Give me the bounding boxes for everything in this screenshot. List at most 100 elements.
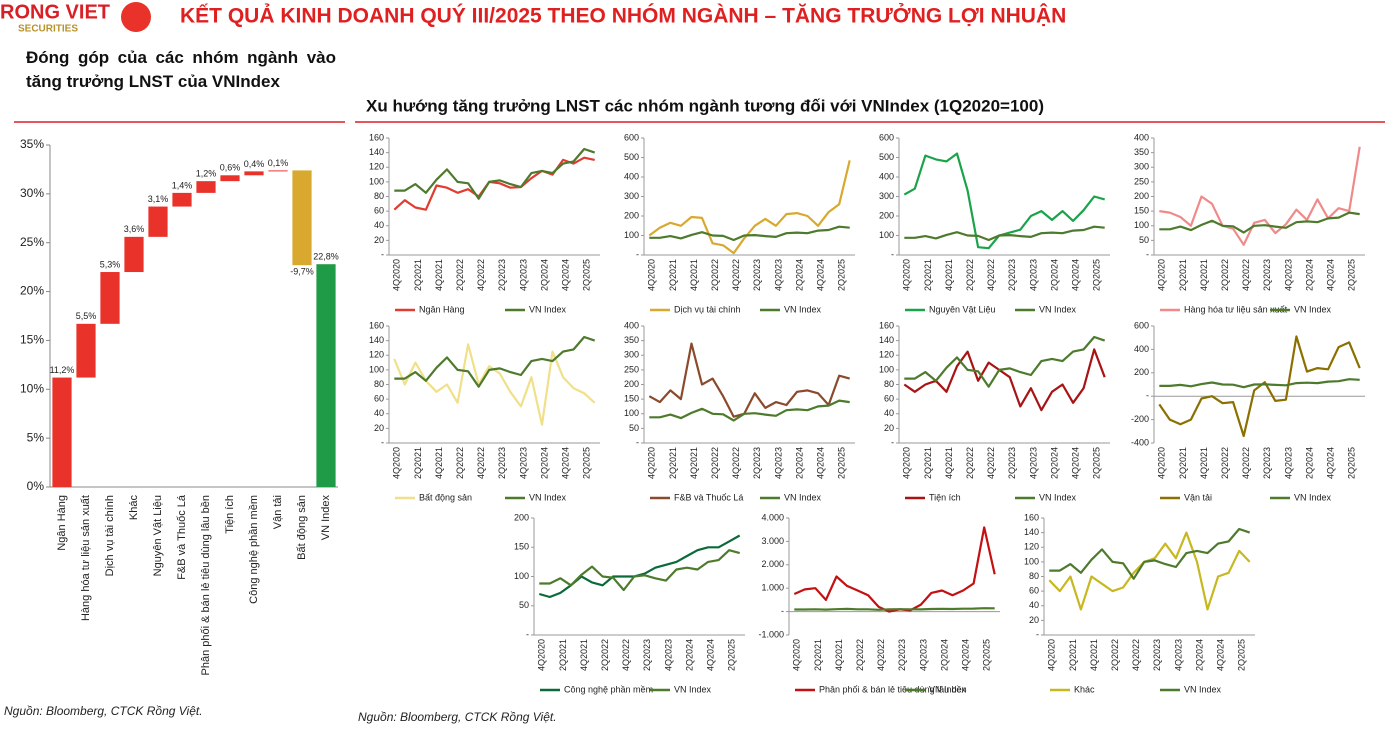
data-label: -9,7% bbox=[290, 267, 314, 277]
x-tick-label: 4Q2020 bbox=[1157, 259, 1167, 291]
y-tick-label: 120 bbox=[369, 162, 384, 172]
x-tick-label: 4Q2021 bbox=[434, 259, 444, 291]
x-tick-label: 4Q2024 bbox=[705, 639, 715, 671]
x-tick-label: 2Q2022 bbox=[710, 259, 720, 291]
x-tick-label: 2Q2021 bbox=[923, 259, 933, 291]
y-tick-label: 60 bbox=[884, 394, 894, 404]
y-tick-label: 200 bbox=[1134, 367, 1149, 377]
y-tick-label: 15% bbox=[20, 333, 44, 347]
y-tick-label: 40 bbox=[374, 220, 384, 230]
y-tick-label: 60 bbox=[374, 206, 384, 216]
x-tick-label: 2Q2023 bbox=[642, 639, 652, 671]
y-tick-label: 160 bbox=[1024, 512, 1039, 522]
legend-label: F&B và Thuốc Lá bbox=[674, 492, 743, 502]
y-tick-label: - bbox=[636, 249, 639, 259]
x-tick-label: 2Q2025 bbox=[1092, 447, 1102, 479]
y-tick-label: - bbox=[781, 606, 784, 616]
x-tick-label: 2Q2025 bbox=[982, 639, 992, 671]
x-tick-label: VN Index bbox=[320, 495, 332, 541]
x-tick-label: 2Q2022 bbox=[455, 447, 465, 479]
x-tick-label: 2Q2025 bbox=[1092, 259, 1102, 291]
y-tick-label: 140 bbox=[369, 147, 384, 157]
x-tick-label: 2Q2021 bbox=[1178, 447, 1188, 479]
x-tick-label: 2Q2021 bbox=[413, 447, 423, 479]
x-tick-label: 4Q2024 bbox=[1215, 639, 1225, 671]
y-tick-label: - bbox=[381, 249, 384, 259]
y-tick-label: 100 bbox=[1024, 556, 1039, 566]
x-tick-label: 4Q2022 bbox=[1241, 259, 1251, 291]
y-tick-label: 40 bbox=[884, 408, 894, 418]
legend-label: Ngân Hàng bbox=[419, 304, 465, 314]
x-tick-label: 4Q2020 bbox=[902, 447, 912, 479]
x-tick-label: 4Q2023 bbox=[1173, 639, 1183, 671]
x-tick-label: 2Q2024 bbox=[539, 259, 549, 291]
x-tick-label: 2Q2021 bbox=[1068, 639, 1078, 671]
legend-label: Dịch vụ tài chính bbox=[674, 304, 741, 314]
y-tick-label: 40 bbox=[1029, 600, 1039, 610]
series-line bbox=[648, 160, 851, 255]
x-tick-label: 2Q2023 bbox=[1007, 259, 1017, 291]
left-heading: Đóng góp của các nhóm ngành vào tăng trư… bbox=[26, 48, 336, 91]
y-tick-label: 100 bbox=[624, 230, 639, 240]
y-tick-label: 30% bbox=[20, 186, 44, 200]
y-tick-label: 500 bbox=[879, 152, 894, 162]
y-tick-label: - bbox=[891, 437, 894, 447]
bar bbox=[196, 181, 216, 193]
y-tick-label: - bbox=[1036, 629, 1039, 639]
x-tick-label: 2Q2022 bbox=[710, 447, 720, 479]
y-tick-label: 150 bbox=[624, 394, 639, 404]
series-line bbox=[648, 342, 850, 418]
y-tick-label: 120 bbox=[879, 350, 894, 360]
bar bbox=[76, 323, 96, 378]
series-line bbox=[538, 534, 741, 599]
x-tick-label: 4Q2020 bbox=[902, 259, 912, 291]
y-tick-label: 1.000 bbox=[761, 583, 784, 593]
x-tick-label: 4Q2020 bbox=[792, 639, 802, 671]
y-tick-label: 200 bbox=[1134, 191, 1149, 201]
x-tick-label: 4Q2020 bbox=[1157, 447, 1167, 479]
x-tick-label: 4Q2021 bbox=[434, 447, 444, 479]
y-tick-label: 400 bbox=[879, 171, 894, 181]
data-label: 1,2% bbox=[196, 169, 217, 179]
x-tick-label: 4Q2022 bbox=[986, 447, 996, 479]
x-tick-label: 2Q2025 bbox=[582, 447, 592, 479]
x-tick-label: Công nghệ phần mềm bbox=[248, 495, 260, 604]
x-tick-label: Phân phối & bán lẻ tiêu dùng lâu bền bbox=[200, 495, 212, 675]
x-tick-label: 2Q2024 bbox=[684, 639, 694, 671]
x-tick-label: 4Q2020 bbox=[1047, 639, 1057, 671]
x-tick-label: 4Q2022 bbox=[731, 447, 741, 479]
y-tick-label: 350 bbox=[624, 335, 639, 345]
x-tick-label: 4Q2022 bbox=[476, 447, 486, 479]
series-line bbox=[1158, 335, 1361, 438]
x-tick-label: 2Q2025 bbox=[1347, 259, 1357, 291]
x-tick-label: 4Q2024 bbox=[1070, 259, 1080, 291]
x-tick-label: 4Q2021 bbox=[1089, 639, 1099, 671]
x-tick-label: 4Q2023 bbox=[518, 447, 528, 479]
series-line bbox=[904, 335, 1106, 388]
y-tick-label: 5% bbox=[27, 430, 45, 444]
x-tick-label: 2Q2024 bbox=[794, 259, 804, 291]
logo: RONG VIET bbox=[0, 1, 110, 23]
legend-label: VN Index bbox=[1294, 492, 1332, 502]
legend-label: Bất động sản bbox=[419, 492, 472, 502]
y-tick-label: 150 bbox=[1134, 206, 1149, 216]
legend-label: VN Index bbox=[529, 304, 567, 314]
y-tick-label: 80 bbox=[374, 191, 384, 201]
x-tick-label: 4Q2020 bbox=[647, 447, 657, 479]
x-tick-label: 4Q2023 bbox=[1283, 447, 1293, 479]
x-tick-label: Tiện ích bbox=[224, 495, 236, 534]
series-line bbox=[1159, 211, 1360, 234]
source: Nguồn: Bloomberg, CTCK Rồng Việt. bbox=[358, 710, 557, 724]
x-tick-label: F&B và Thuốc Lá bbox=[176, 494, 188, 580]
y-tick-label: 250 bbox=[624, 364, 639, 374]
y-tick-label: 60 bbox=[374, 394, 384, 404]
y-tick-label: 3.000 bbox=[761, 536, 784, 546]
legend-label: VN Index bbox=[674, 684, 712, 694]
y-tick-label: 300 bbox=[624, 191, 639, 201]
x-tick-label: 2Q2022 bbox=[455, 259, 465, 291]
y-tick-label: 100 bbox=[369, 176, 384, 186]
x-tick-label: 4Q2022 bbox=[476, 259, 486, 291]
y-tick-label: 120 bbox=[369, 350, 384, 360]
x-tick-label: 4Q2023 bbox=[663, 639, 673, 671]
